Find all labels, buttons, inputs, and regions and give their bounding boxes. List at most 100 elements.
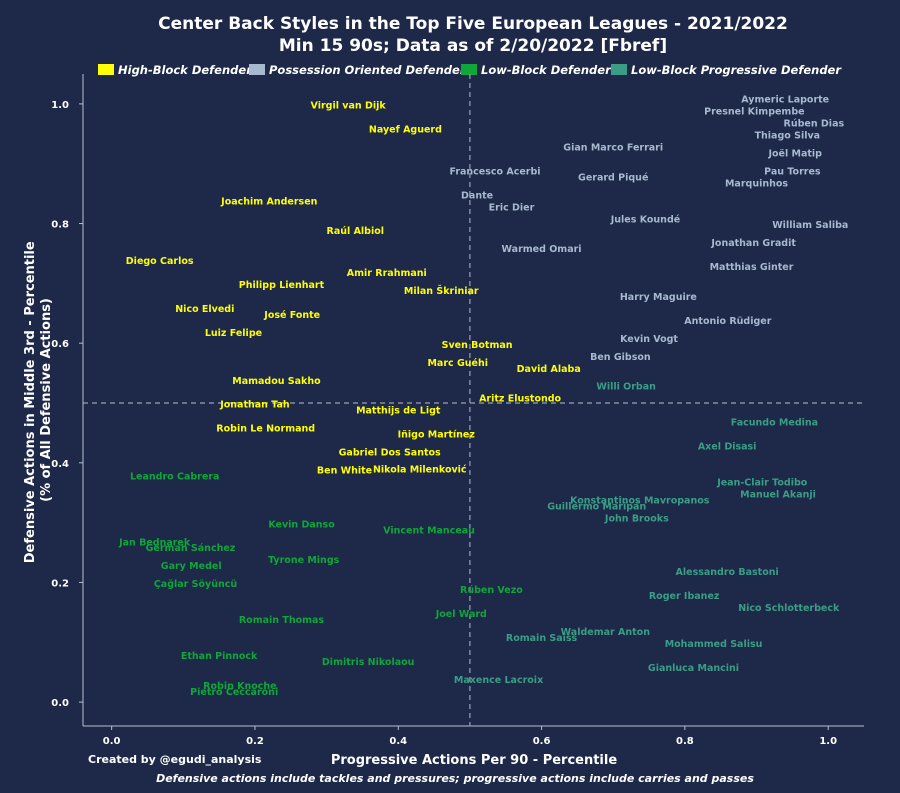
point-label: Kevin Vogt	[620, 334, 678, 345]
chart-title: Center Back Styles in the Top Five Europ…	[158, 14, 788, 34]
point-label: Gian Marco Ferrari	[563, 142, 663, 153]
point-label: Vincent Manceau	[383, 525, 475, 536]
series-group: Leandro Cabrera Kevin Danso Vincent Mancea…	[118, 471, 523, 697]
point-label: Joel Ward	[435, 609, 487, 620]
point-label: Nico Elvedi	[175, 304, 234, 315]
y-tick-label: 0.2	[51, 578, 69, 589]
point-label: Milan Škriniar	[404, 285, 479, 297]
point-label: Maxence Lacroix	[454, 675, 543, 686]
series-group: Willi Orban Facundo Medina Axel Disasi Jean…	[454, 382, 840, 686]
point-label: Willi Orban	[596, 382, 656, 393]
point-label: Raúl Albiol	[327, 226, 385, 237]
legend-swatch	[249, 64, 265, 75]
y-axis-label-line-1: Defensive Actions in Middle 3rd - Percen…	[23, 241, 38, 563]
point-label: Sven Botman	[442, 340, 513, 351]
point-label: Facundo Medina	[731, 418, 818, 429]
point-label: Ben Gibson	[590, 352, 651, 363]
point-label: Nico Schlotterbeck	[738, 603, 840, 614]
point-label: Guillermo Maripán	[547, 501, 646, 512]
point-label: Nikola Milenković	[373, 464, 467, 475]
point-label: Marc Guéhi	[427, 358, 488, 369]
point-label: Marquinhos	[725, 178, 788, 189]
point-label: Jean-Clair Todibo	[716, 477, 808, 488]
x-tick-label: 1.0	[819, 736, 837, 747]
point-label: David Alaba	[517, 364, 581, 375]
point-label: Antonio Rüdiger	[684, 316, 771, 327]
point-label: Gary Medel	[161, 561, 222, 572]
point-label: Amir Rrahmani	[347, 268, 427, 279]
point-label: Jonathan Tah	[219, 400, 290, 411]
point-label: Matthias Ginter	[710, 262, 794, 273]
point-label: Harry Maguire	[620, 292, 697, 303]
point-label: Joël Matip	[767, 148, 822, 159]
axes: 0.0 0.2 0.4 0.6 0.8 1.0 0.0 0.2 0.4 0.6 0.8 1.0	[51, 74, 864, 747]
legend-label: Possession Oriented Defender	[269, 63, 467, 77]
y-axis-label: Defensive Actions in Middle 3rd - Percen…	[23, 237, 54, 564]
point-label: Philipp Lienhart	[239, 280, 325, 291]
point-label: Dante	[461, 190, 493, 201]
point-label: Dimitris Nikolaou	[322, 657, 415, 668]
point-label: Pau Torres	[764, 166, 821, 177]
y-tick-label: 0.0	[51, 698, 69, 709]
point-label: Roger Ibanez	[649, 591, 720, 602]
point-label: Pietro Ceccaroni	[190, 687, 278, 698]
legend-swatch	[611, 64, 627, 75]
point-label: John Brooks	[604, 513, 669, 524]
y-tick-label: 0.6	[51, 339, 69, 350]
point-label: Waldemar Anton	[561, 627, 651, 638]
point-label: Aritz Elustondo	[479, 394, 561, 405]
point-label: Nayef Aguerd	[369, 125, 442, 136]
point-label: Ben White	[317, 465, 372, 476]
legend-swatch	[461, 64, 477, 75]
point-label: Gabriel Dos Santos	[339, 448, 441, 459]
point-label: Romain Saïss	[506, 633, 578, 644]
point-label: Iñigo Martínez	[398, 430, 476, 441]
point-label: Jonathan Gradit	[710, 238, 796, 249]
point-label: Manuel Akanji	[740, 489, 816, 500]
x-tick-label: 0.0	[103, 736, 121, 747]
legend-label: High-Block Defender	[118, 63, 253, 77]
point-label: Joachim Andersen	[220, 196, 317, 207]
point-label: Gerard Piqué	[578, 172, 648, 183]
legend-label: Low-Block Defender	[481, 63, 612, 77]
point-label: Mamadou Sakho	[232, 376, 321, 387]
point-label: Aymeric Laporte	[741, 95, 829, 106]
point-label: William Saliba	[772, 220, 848, 231]
point-label: Robin Knoche	[203, 681, 276, 692]
point-label: Matthijs de Ligt	[356, 406, 441, 417]
reference-lines	[83, 74, 864, 726]
y-tick-label: 0.8	[51, 220, 69, 231]
point-label: Thiago Silva	[755, 131, 821, 142]
series-group: Virgil van Dijk Nayef Aguerd Joachim Ander…	[126, 101, 581, 477]
legend-swatch	[98, 64, 114, 75]
legend-label: Low-Block Progressive Defender	[631, 63, 842, 77]
point-label: Jan Bednarek	[118, 537, 191, 548]
point-label: Tyrone Mings	[268, 555, 340, 566]
point-label: Axel Disasi	[698, 442, 757, 453]
data-points: Virgil van Dijk Nayef Aguerd Joachim Ander…	[118, 95, 848, 698]
x-tick-label: 0.4	[389, 736, 407, 747]
point-label: Romain Thomas	[239, 615, 325, 626]
chart-subtitle: Min 15 90s; Data as of 2/20/2022 [Fbref]	[279, 36, 667, 56]
y-axis-label-line-2: (% of All Defensive Actions)	[39, 298, 54, 502]
point-label: Gianluca Mancini	[648, 663, 739, 674]
point-label: Jules Koundé	[610, 214, 680, 225]
x-axis-label: Progressive Actions Per 90 - Percentile	[331, 753, 618, 768]
point-label: Leandro Cabrera	[130, 471, 219, 482]
point-label: Kevin Danso	[268, 519, 335, 530]
point-label: Rúben Vezo	[460, 585, 523, 596]
point-label: Virgil van Dijk	[311, 101, 387, 112]
point-label: Presnel Kimpembe	[704, 107, 804, 118]
x-tick-label: 0.2	[246, 736, 264, 747]
point-label: Mohammed Salisu	[665, 639, 763, 650]
point-label: Robin Le Normand	[216, 424, 315, 435]
point-label: German Sánchez	[146, 543, 236, 554]
point-label: Konstantinos Mavropanos	[570, 495, 710, 506]
footnote-text: Defensive actions include tackles and pr…	[156, 772, 754, 785]
point-label: Eric Dier	[489, 202, 535, 213]
point-label: Luiz Felipe	[205, 328, 262, 339]
point-label: Alessandro Bastoni	[676, 567, 779, 578]
